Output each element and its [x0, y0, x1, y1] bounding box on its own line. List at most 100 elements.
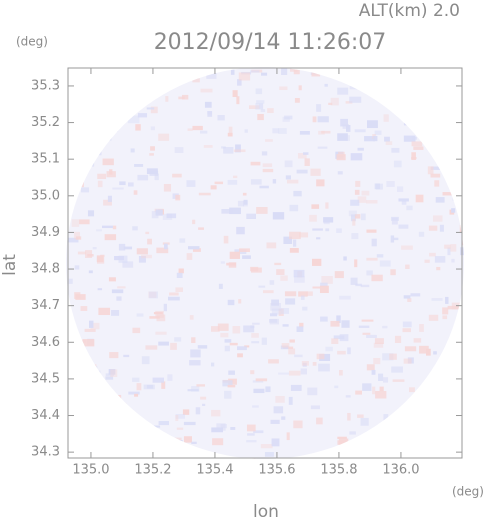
echo-patch: [383, 414, 389, 422]
echo-patch: [318, 130, 325, 135]
echo-patch: [229, 207, 241, 215]
echo-patch: [428, 225, 438, 231]
echo-patch: [398, 453, 408, 458]
echo-patch: [136, 313, 144, 317]
echo-patch: [439, 224, 444, 232]
echo-patch: [222, 380, 233, 387]
echo-patch: [84, 328, 96, 332]
echo-patch: [293, 190, 302, 197]
echo-patch: [294, 98, 300, 103]
echo-patch: [114, 438, 126, 446]
echo-patch: [105, 77, 115, 84]
echo-patch: [442, 192, 454, 196]
echo-patch: [250, 179, 262, 185]
echo-patch: [195, 407, 201, 415]
echo-patch: [156, 314, 166, 322]
echo-patch: [90, 322, 100, 330]
echo-patch: [197, 345, 208, 349]
echo-patch: [390, 269, 396, 276]
echo-patch: [310, 405, 320, 410]
echo-patch: [394, 335, 402, 343]
echo-patch: [80, 92, 87, 97]
echo-patch: [410, 427, 422, 430]
echo-patch: [148, 425, 161, 428]
echo-patch: [366, 200, 378, 204]
echo-patch: [362, 332, 371, 335]
echo-patch: [145, 345, 158, 350]
echo-patch: [96, 256, 105, 264]
echo-patch: [281, 416, 286, 420]
echo-patch: [410, 293, 421, 297]
echo-patch: [273, 406, 284, 414]
echo-patch: [107, 195, 112, 202]
echo-patch: [375, 183, 383, 190]
echo-patch: [382, 325, 388, 329]
echo-patch: [345, 395, 351, 398]
echo-patch: [337, 87, 349, 95]
echo-patch: [434, 180, 440, 187]
echo-patch: [374, 338, 384, 344]
y-tick-label: 35.2: [31, 115, 60, 130]
echo-patch: [250, 161, 261, 166]
echo-patch: [119, 181, 126, 186]
echo-patch: [152, 441, 159, 447]
echo-patch: [285, 175, 291, 180]
echo-patch: [239, 248, 250, 253]
echo-patch: [430, 173, 441, 178]
echo-patch: [271, 299, 280, 306]
echo-patch: [214, 181, 224, 185]
echo-patch: [404, 417, 416, 422]
echo-patch: [191, 441, 197, 444]
echo-patch: [269, 319, 278, 323]
echo-patch: [189, 360, 201, 366]
echo-patch: [342, 124, 350, 129]
echo-patch: [325, 202, 329, 209]
echo-patch: [465, 374, 472, 381]
echo-patch: [112, 92, 117, 97]
echo-patch: [149, 153, 154, 156]
echo-patch: [89, 162, 95, 167]
echo-patch: [75, 236, 82, 240]
echo-patch: [325, 228, 330, 232]
echo-patch: [288, 370, 301, 376]
x-tick-label: 135.6: [258, 463, 295, 478]
echo-patch: [409, 387, 415, 393]
echo-patch: [299, 322, 304, 328]
echo-patch: [255, 378, 268, 382]
y-tick-label: 35.3: [31, 78, 60, 93]
echo-patch: [286, 432, 290, 441]
echo-patch: [74, 292, 81, 299]
echo-patch: [265, 386, 271, 393]
echo-patch: [248, 105, 260, 109]
subtitle: ALT(km) 2.0: [359, 1, 460, 21]
echo-patch: [253, 430, 264, 434]
echo-patch: [196, 384, 206, 387]
echo-patch: [175, 194, 181, 201]
echo-patch: [337, 171, 343, 175]
echo-patch: [299, 131, 310, 135]
echo-patch: [80, 106, 87, 114]
echo-patch: [366, 334, 377, 338]
echo-patch: [131, 101, 143, 108]
echo-patch: [72, 90, 79, 98]
echo-patch: [331, 338, 339, 344]
echo-patch: [417, 120, 422, 123]
echo-patch: [436, 266, 441, 271]
echo-patch: [427, 166, 434, 175]
echo-patch: [101, 225, 113, 229]
echo-patch: [372, 386, 376, 395]
echo-patch: [296, 169, 308, 174]
echo-patch: [339, 295, 351, 300]
echo-patch: [134, 393, 139, 397]
echo-patch: [91, 366, 98, 370]
echo-patch: [300, 368, 307, 375]
echo-patch: [416, 398, 429, 406]
echo-patch: [261, 151, 268, 156]
echo-patch: [281, 67, 288, 75]
echo-patch: [458, 400, 464, 406]
echo-patch: [413, 338, 422, 343]
echo-patch: [122, 261, 134, 268]
echo-patch: [218, 283, 223, 289]
echo-patch: [136, 383, 142, 391]
echo-patch: [141, 254, 152, 259]
